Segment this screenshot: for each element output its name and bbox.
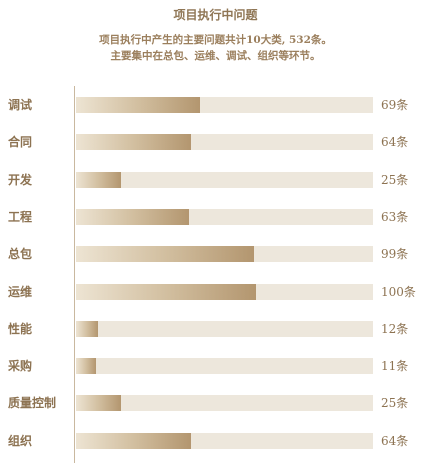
bar-track (76, 395, 373, 411)
bar-row: 质量控制 25条 (0, 395, 431, 411)
category-label: 开发 (8, 173, 33, 187)
bar (76, 433, 192, 449)
bar-track (76, 134, 373, 150)
category-label: 组织 (8, 434, 33, 448)
bar (76, 246, 255, 262)
chart-title: 项目执行中问题 (173, 8, 258, 22)
bar-track (76, 284, 373, 300)
category-label: 合同 (8, 135, 33, 149)
bar-row: 运维 100条 (0, 284, 431, 300)
category-axis-line (74, 86, 75, 463)
category-label: 运维 (8, 285, 33, 299)
value-label: 99条 (381, 247, 409, 261)
category-label: 质量控制 (8, 396, 57, 410)
value-label: 64条 (381, 135, 409, 149)
bar-row: 调试 69条 (0, 97, 431, 113)
bar-track (76, 433, 373, 449)
bar-track (76, 321, 373, 337)
bar (76, 97, 201, 113)
value-label: 25条 (381, 396, 409, 410)
bar (76, 172, 121, 188)
bar-row: 合同 64条 (0, 134, 431, 150)
bar-track (76, 246, 373, 262)
bar (76, 284, 256, 300)
value-label: 12条 (381, 322, 409, 336)
bar-track (76, 172, 373, 188)
bar-row: 总包 99条 (0, 246, 431, 262)
chart-subtitle-line-2: 主要集中在总包、运维、调试、组织等环节。 (110, 50, 321, 62)
bar (76, 134, 192, 150)
value-label: 100条 (381, 285, 416, 299)
chart-subtitle-line-1: 项目执行中产生的主要问题共计10大类, 532条。 (99, 34, 332, 46)
bar-track (76, 97, 373, 113)
bar (76, 358, 96, 374)
category-label: 调试 (8, 98, 33, 112)
bar-row: 组织 64条 (0, 433, 431, 449)
value-label: 69条 (381, 98, 409, 112)
category-label: 总包 (8, 247, 33, 261)
bar (76, 395, 121, 411)
value-label: 63条 (381, 210, 409, 224)
category-label: 工程 (8, 210, 33, 224)
bar-track (76, 209, 373, 225)
bar-row: 开发 25条 (0, 172, 431, 188)
bar-row: 采购 11条 (0, 358, 431, 374)
value-label: 64条 (381, 434, 409, 448)
category-label: 采购 (8, 359, 33, 373)
value-label: 25条 (381, 173, 409, 187)
bar (76, 209, 190, 225)
bar-row: 性能 12条 (0, 321, 431, 337)
value-label: 11条 (381, 359, 409, 373)
bar-row: 工程 63条 (0, 209, 431, 225)
category-label: 性能 (8, 322, 33, 336)
bar-track (76, 358, 373, 374)
bar (76, 321, 98, 337)
